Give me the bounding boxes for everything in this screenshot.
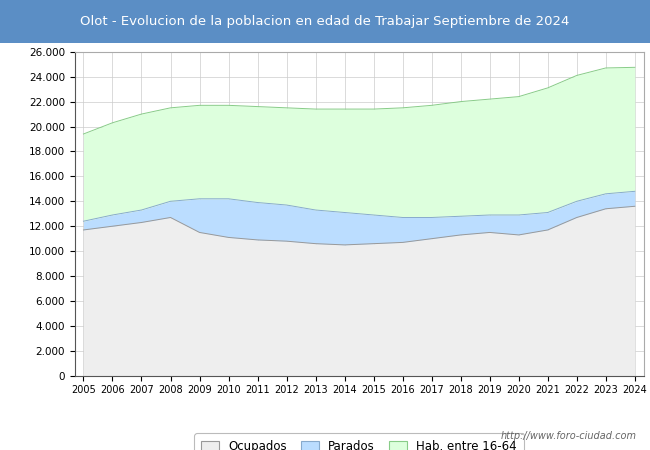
Text: http://www.foro-ciudad.com: http://www.foro-ciudad.com bbox=[501, 431, 637, 441]
Text: Olot - Evolucion de la poblacion en edad de Trabajar Septiembre de 2024: Olot - Evolucion de la poblacion en edad… bbox=[81, 15, 569, 28]
Legend: Ocupados, Parados, Hab. entre 16-64: Ocupados, Parados, Hab. entre 16-64 bbox=[194, 433, 524, 450]
